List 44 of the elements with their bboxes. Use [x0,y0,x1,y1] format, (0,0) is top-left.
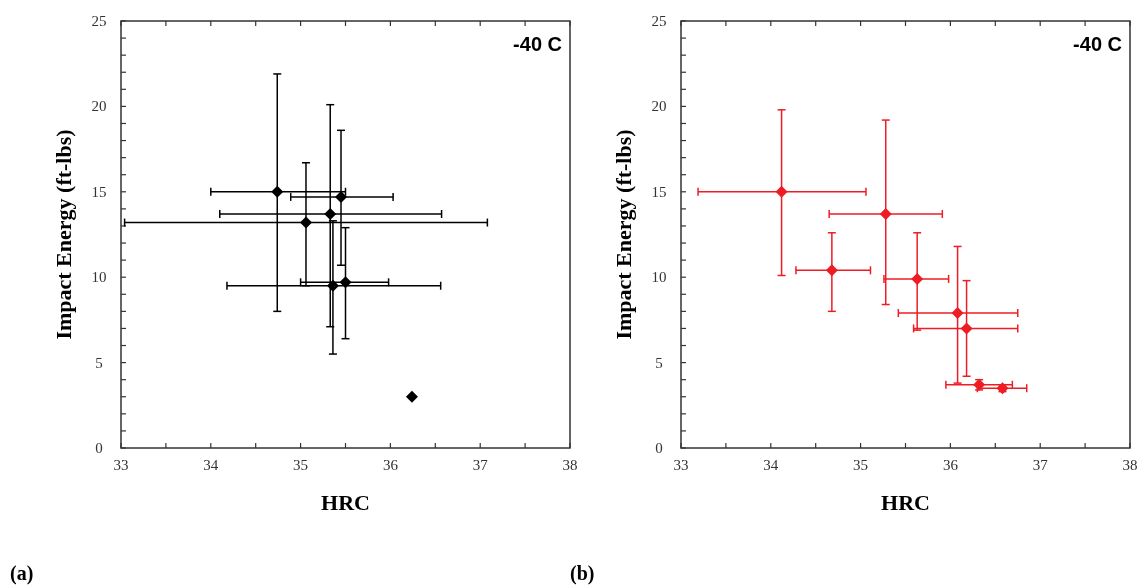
x-tick-label: 33 [673,457,689,473]
point [324,208,337,220]
y-tick-label: 10 [91,269,107,286]
x-tick-label: 37 [1032,457,1049,473]
y-axis-title: Impact Energy (ft-lbs) [611,129,636,340]
x-axis-title: HRC [321,490,370,515]
x-tick-label: 34 [203,457,219,473]
point [299,216,312,229]
y-tick-label: 0 [95,440,103,456]
point [339,276,352,289]
y-tick-label: 20 [91,98,107,115]
y-tick-label: 25 [651,13,667,29]
x-tick-label: 35 [853,457,869,473]
x-tick-label: 38 [1122,457,1138,473]
x-tick-label: 33 [113,457,129,473]
annotation: -40 C [513,33,562,55]
text: (a) [10,562,34,585]
x-axis-title: HRC [881,490,930,515]
point [951,307,964,320]
x-tick-label: 36 [382,457,399,473]
text: (b) [570,562,595,585]
x-tick-label: 34 [763,457,779,473]
point [775,185,788,198]
point [271,185,284,198]
x-tick-label: 35 [293,457,309,473]
point [879,208,892,220]
y-tick-label: 10 [651,269,667,286]
point [405,390,418,403]
x-tick-label: 37 [472,457,489,473]
point [960,322,973,335]
x-tick-label: 36 [942,457,959,473]
point [825,264,838,277]
y-tick-label: 0 [655,440,663,456]
point [326,279,339,292]
y-tick-label: 25 [91,13,107,29]
y-tick-label: 20 [651,98,667,115]
y-tick-label: 15 [91,183,107,200]
x-tick-label: 38 [562,457,578,473]
y-axis-title: Impact Energy (ft-lbs) [51,129,76,340]
point [911,272,924,285]
y-tick-label: 15 [651,183,667,200]
y-tick-label: 5 [95,354,103,371]
annotation: -40 C [1073,33,1122,55]
y-tick-label: 5 [655,354,663,371]
